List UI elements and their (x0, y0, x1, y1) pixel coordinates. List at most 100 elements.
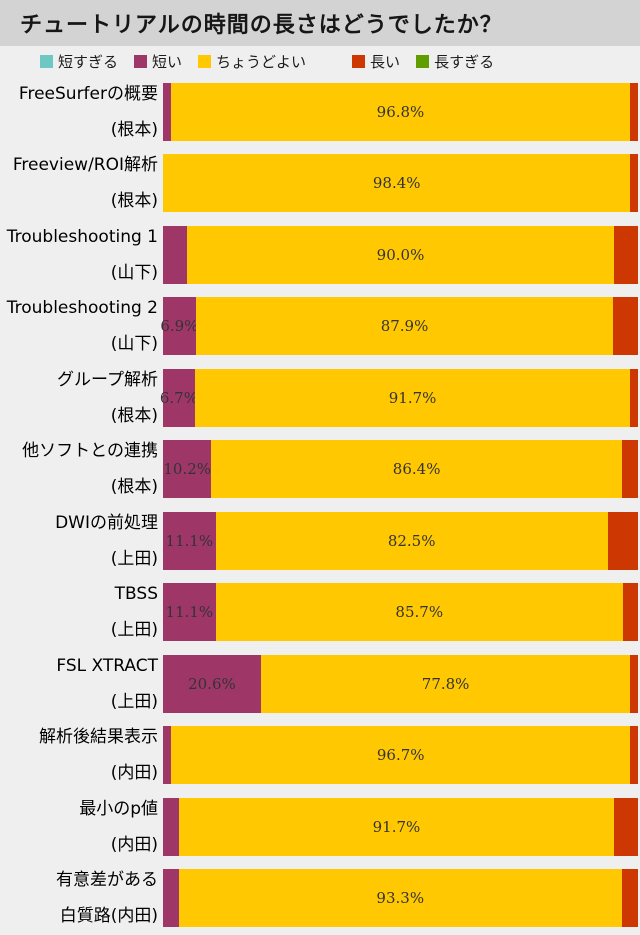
legend-label: 長すぎる (434, 52, 495, 71)
chart-row: Freeview/ROI解析 (根本) 98.4% (0, 148, 640, 220)
row-label: 解析後結果表示 (内田) (0, 726, 163, 784)
bar-segment-long (630, 368, 638, 427)
bar-segment-long (630, 726, 638, 785)
bar-segment-just-right: 93.3% (178, 869, 622, 928)
row-label-line: (山下) (110, 334, 158, 355)
row-label-line: (根本) (110, 119, 158, 140)
row-label-line: (山下) (110, 262, 158, 283)
bar-segment-just-right: 77.8% (260, 654, 631, 713)
row-label-line: (根本) (110, 477, 158, 498)
legend-swatch-long (352, 54, 366, 68)
bar-segment-just-right: 86.4% (211, 440, 622, 499)
row-label-line: TBSS (114, 584, 158, 605)
chart-row: FreeSurferの概要 (根本) 96.8% (0, 76, 640, 148)
chart-row: グループ解析 (根本) 6.7% 91.7% (0, 362, 640, 434)
bar-segment-short: 10.2% (163, 440, 212, 499)
chart-row: DWIの前処理 (上田) 11.1% 82.5% (0, 505, 640, 577)
legend-swatch-too-long (416, 54, 430, 68)
row-label-line: DWIの前処理 (55, 512, 158, 533)
segment-value-label: 10.2% (163, 460, 212, 479)
chart-row: 最小のp値 (内田) 91.7% (0, 791, 640, 863)
row-label: TBSS (上田) (0, 583, 163, 641)
stacked-bar: 96.7% (163, 726, 638, 785)
legend-label: 短い (152, 52, 183, 71)
row-label-line: FSL XTRACT (56, 655, 158, 676)
bar-segment-just-right: 91.7% (194, 368, 631, 427)
bar-segment-short: 6.7% (159, 368, 198, 427)
stacked-bar: 91.7% (163, 797, 638, 856)
chart-row: 解析後結果表示 (内田) 96.7% (0, 720, 640, 792)
segment-value-label: 20.6% (188, 674, 236, 693)
row-label-line: 最小のp値 (79, 798, 158, 819)
bar-segment-just-right: 82.5% (215, 511, 608, 570)
row-label-line: Troubleshooting 1 (6, 226, 158, 247)
chart-row: Troubleshooting 1 (山下) 90.0% (0, 219, 640, 291)
legend-swatch-just-right (198, 54, 212, 68)
legend-item-too-short: 短すぎる (40, 51, 118, 72)
bar-segment-just-right: 87.9% (195, 297, 614, 356)
row-label-line: (上田) (110, 620, 158, 641)
chart-title-bar: チュートリアルの時間の長さはどうでしたか？ (0, 0, 640, 46)
bar-segment-just-right: 85.7% (215, 583, 623, 642)
row-label-line: 他ソフトとの連携 (22, 441, 158, 462)
chart-title: チュートリアルの時間の長さはどうでしたか？ (20, 13, 503, 38)
row-label: Freeview/ROI解析 (根本) (0, 154, 163, 212)
segment-value-label: 98.4% (372, 174, 421, 193)
bar-segment-short (163, 869, 179, 928)
chart-row: Troubleshooting 2 (山下) 6.9% 87.9% (0, 291, 640, 363)
segment-value-label: 85.7% (395, 603, 444, 622)
row-label-line: グループ解析 (57, 369, 158, 390)
stacked-bar: 11.1% 85.7% (163, 583, 638, 642)
bar-segment-just-right: 90.0% (186, 225, 615, 284)
segment-value-label: 90.0% (376, 245, 425, 264)
stacked-bar: 90.0% (163, 225, 638, 284)
row-label-line: (上田) (110, 691, 158, 712)
bar-segment-just-right: 96.7% (171, 726, 631, 785)
row-label-line: (内田) (110, 834, 158, 855)
row-label: 有意差がある 白質路(内田) (0, 869, 163, 927)
segment-value-label: 93.3% (376, 889, 425, 908)
segment-value-label: 96.8% (376, 102, 425, 121)
stacked-bar: 96.8% (163, 82, 638, 141)
legend-label: ちょうどよい (216, 52, 307, 71)
segment-value-label: 77.8% (421, 674, 470, 693)
row-label-line: Freeview/ROI解析 (12, 155, 158, 176)
row-label-line: Troubleshooting 2 (6, 298, 158, 319)
row-label: FSL XTRACT (上田) (0, 655, 163, 713)
legend-swatch-too-short (40, 54, 53, 68)
bar-segment-long (614, 797, 638, 856)
row-label: グループ解析 (根本) (0, 369, 163, 427)
row-label: 最小のp値 (内田) (0, 798, 163, 856)
segment-value-label: 11.1% (165, 531, 214, 550)
row-label: DWIの前処理 (上田) (0, 512, 163, 570)
row-label: Troubleshooting 2 (山下) (0, 297, 163, 355)
segment-value-label: 6.7% (159, 388, 198, 407)
row-label-line: 解析後結果表示 (39, 727, 158, 748)
bar-segment-long (622, 583, 638, 642)
segment-value-label: 6.9% (160, 317, 199, 336)
bar-segment-short (163, 797, 179, 856)
segment-value-label: 91.7% (388, 388, 437, 407)
legend-item-just-right: ちょうどよい (198, 51, 306, 72)
row-label-line: (内田) (110, 763, 158, 784)
chart-row: 他ソフトとの連携 (根本) 10.2% 86.4% (0, 434, 640, 506)
legend-swatch-short (134, 54, 148, 68)
stacked-bar: 93.3% (163, 869, 638, 928)
segment-value-label: 91.7% (372, 817, 421, 836)
bar-segment-long (630, 82, 638, 141)
bar-segment-long (613, 297, 638, 356)
row-label-line: (根本) (110, 405, 158, 426)
chart-row: FSL XTRACT (上田) 20.6% 77.8% (0, 648, 640, 720)
legend-item-long: 長い (352, 51, 400, 72)
segment-value-label: 96.7% (376, 746, 425, 765)
row-label: FreeSurferの概要 (根本) (0, 83, 163, 141)
row-label-line: 有意差がある (56, 870, 158, 891)
chart-row: TBSS (上田) 11.1% 85.7% (0, 577, 640, 649)
stacked-bar: 6.9% 87.9% (160, 297, 638, 356)
legend-item-too-long: 長すぎる (416, 51, 494, 72)
bar-segment-long (630, 154, 638, 213)
legend-item-short: 短い (134, 51, 182, 72)
stacked-bar: 20.6% 77.8% (163, 654, 638, 713)
row-label-line: (上田) (110, 548, 158, 569)
legend-label: 短すぎる (58, 52, 119, 71)
